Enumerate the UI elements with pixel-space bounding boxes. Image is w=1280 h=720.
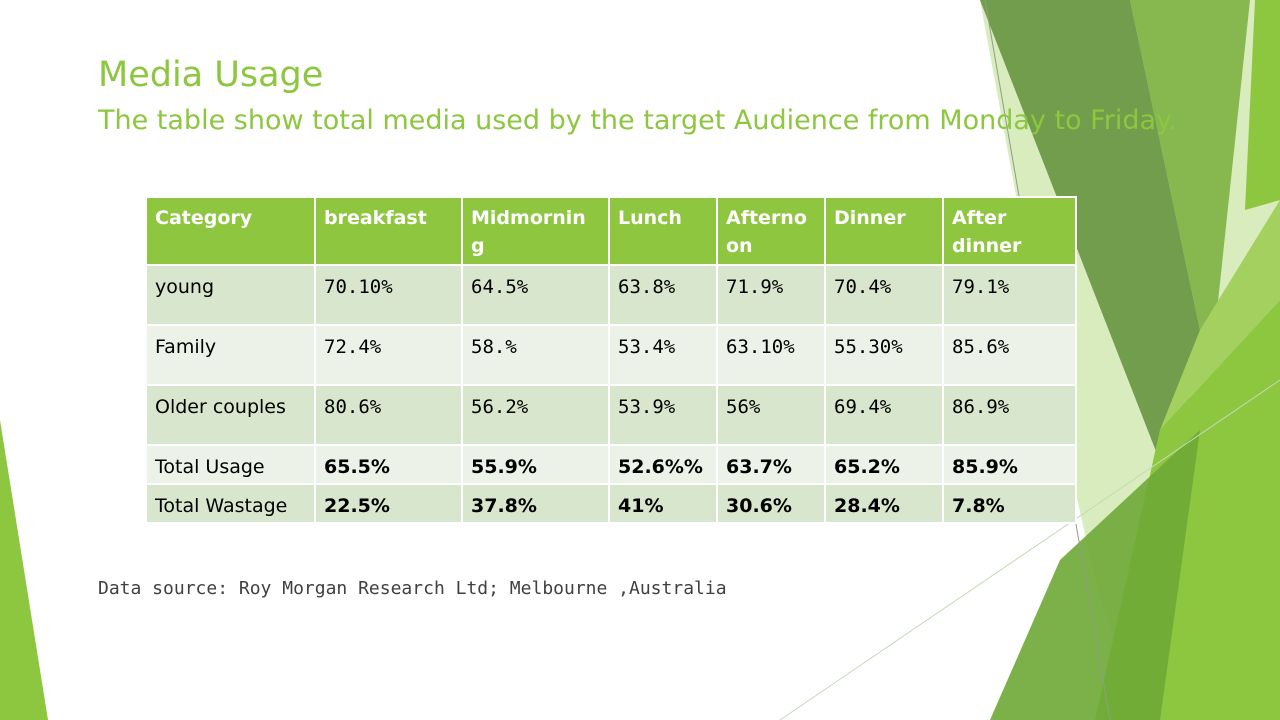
header-after-dinner: After dinner <box>942 196 1077 266</box>
table-cell: 86.9% <box>942 384 1077 446</box>
table-cell: 85.6% <box>942 324 1077 386</box>
row-category: Family <box>145 324 316 386</box>
table-row: Older couples 80.6% 56.2% 53.9% 56% 69.4… <box>145 384 1077 446</box>
table-cell: 63.10% <box>716 324 826 386</box>
header-afternoon: Afterno on <box>716 196 826 266</box>
table-row-total-usage: Total Usage 65.5% 55.9% 52.6%% 63.7% 65.… <box>145 444 1077 485</box>
slide-subtitle: The table show total media used by the t… <box>98 105 1177 136</box>
table-cell: 72.4% <box>314 324 463 386</box>
table-cell: 79.1% <box>942 264 1077 326</box>
table-cell: 56.2% <box>461 384 610 446</box>
table-cell: 37.8% <box>461 483 610 524</box>
header-midmorning: Midmornin g <box>461 196 610 266</box>
row-category: young <box>145 264 316 326</box>
table-row-total-wastage: Total Wastage 22.5% 37.8% 41% 30.6% 28.4… <box>145 483 1077 524</box>
row-category: Total Wastage <box>145 483 316 524</box>
table-cell: 70.4% <box>824 264 944 326</box>
left-accent-shape <box>0 420 48 720</box>
table-cell: 58.% <box>461 324 610 386</box>
right-facet-joint <box>1160 200 1280 430</box>
right-facet-mid <box>1130 0 1250 330</box>
table-cell: 41% <box>608 483 718 524</box>
table-cell: 63.8% <box>608 264 718 326</box>
table-cell: 85.9% <box>942 444 1077 485</box>
right-facet-dark <box>980 0 1200 500</box>
table-cell: 63.7% <box>716 444 826 485</box>
right-facet-top <box>1245 0 1280 210</box>
right-facet-lower <box>990 430 1200 720</box>
row-category: Total Usage <box>145 444 316 485</box>
header-lunch: Lunch <box>608 196 718 266</box>
title-block: Media Usage The table show total media u… <box>98 52 1178 144</box>
table-cell: 52.6%% <box>608 444 718 485</box>
row-category: Older couples <box>145 384 316 446</box>
data-source-note: Data source: Roy Morgan Research Ltd; Me… <box>98 578 727 599</box>
header-dinner: Dinner <box>824 196 944 266</box>
table-cell: 69.4% <box>824 384 944 446</box>
media-usage-table: Category breakfast Midmornin g Lunch Aft… <box>145 196 1077 524</box>
header-breakfast: breakfast <box>314 196 463 266</box>
table-cell: 64.5% <box>461 264 610 326</box>
table-cell: 53.4% <box>608 324 718 386</box>
table-row: Family 72.4% 58.% 53.4% 63.10% 55.30% 85… <box>145 324 1077 386</box>
table-cell: 7.8% <box>942 483 1077 524</box>
slide-title: Media Usage <box>98 55 324 95</box>
table-cell: 55.30% <box>824 324 944 386</box>
table-cell: 70.10% <box>314 264 463 326</box>
table-cell: 28.4% <box>824 483 944 524</box>
header-category: Category <box>145 196 316 266</box>
table-cell: 55.9% <box>461 444 610 485</box>
table-cell: 56% <box>716 384 826 446</box>
table-cell: 80.6% <box>314 384 463 446</box>
table-cell: 65.5% <box>314 444 463 485</box>
table-cell: 65.2% <box>824 444 944 485</box>
table-cell: 53.9% <box>608 384 718 446</box>
table-cell: 30.6% <box>716 483 826 524</box>
table-cell: 22.5% <box>314 483 463 524</box>
table-header-row: Category breakfast Midmornin g Lunch Aft… <box>145 196 1077 266</box>
table-cell: 71.9% <box>716 264 826 326</box>
table-row: young 70.10% 64.5% 63.8% 71.9% 70.4% 79.… <box>145 264 1077 326</box>
right-thin-line-2 <box>779 379 1280 720</box>
